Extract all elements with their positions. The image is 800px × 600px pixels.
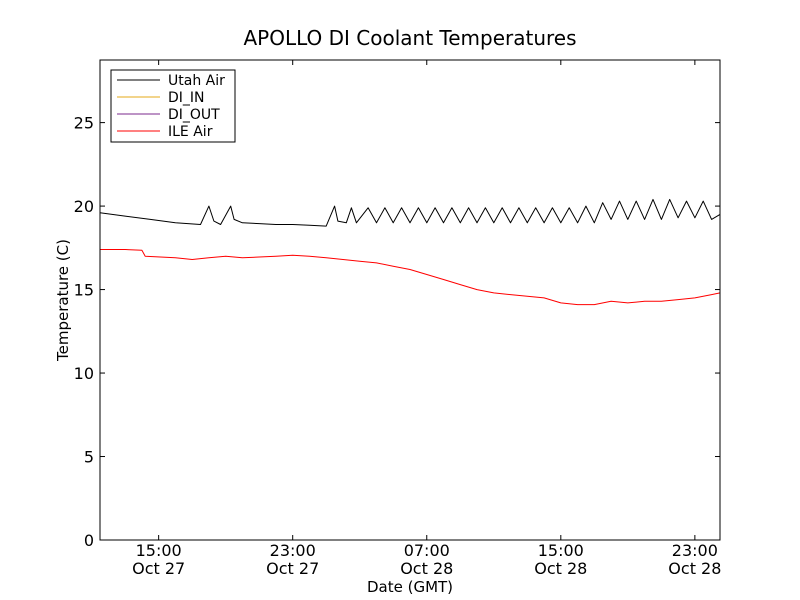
x-tick-time: 23:00 <box>270 541 316 560</box>
y-axis: 0 5 10 15 20 25 <box>74 114 720 550</box>
plot-frame <box>99 59 721 541</box>
legend-box <box>110 69 236 143</box>
x-tick-time: 15:00 <box>538 541 584 560</box>
y-tick-label: 0 <box>84 531 94 550</box>
x-tick-time: 15:00 <box>136 541 182 560</box>
x-tick-date: Oct 28 <box>534 559 587 578</box>
legend-label-ile-air: ILE Air <box>168 124 213 140</box>
y-tick-label: 20 <box>74 197 94 216</box>
chart-title: APOLLO DI Coolant Temperatures <box>243 26 576 50</box>
x-tick-date: Oct 28 <box>400 559 453 578</box>
series-line-utah-air <box>99 198 721 227</box>
x-tick-time: 23:00 <box>672 541 718 560</box>
series-line-ile-air <box>100 249 721 306</box>
legend-label-di-in: DI_IN <box>168 90 205 106</box>
y-tick-label: 10 <box>74 364 94 383</box>
legend-label-di-out: DI_OUT <box>168 107 220 123</box>
y-tick-label: 25 <box>74 114 94 133</box>
x-axis-label: Date (GMT) <box>367 578 453 596</box>
x-tick-date: Oct 27 <box>266 559 319 578</box>
y-tick-label: 5 <box>84 448 94 467</box>
x-tick-date: Oct 27 <box>132 559 185 578</box>
x-tick-date: Oct 28 <box>668 559 721 578</box>
series-layer <box>99 198 721 306</box>
y-axis-label: Temperature (C) <box>54 239 72 362</box>
legend-label-utah-air: Utah Air <box>168 73 225 89</box>
y-tick-label: 15 <box>74 281 94 300</box>
x-tick-time: 07:00 <box>404 541 450 560</box>
